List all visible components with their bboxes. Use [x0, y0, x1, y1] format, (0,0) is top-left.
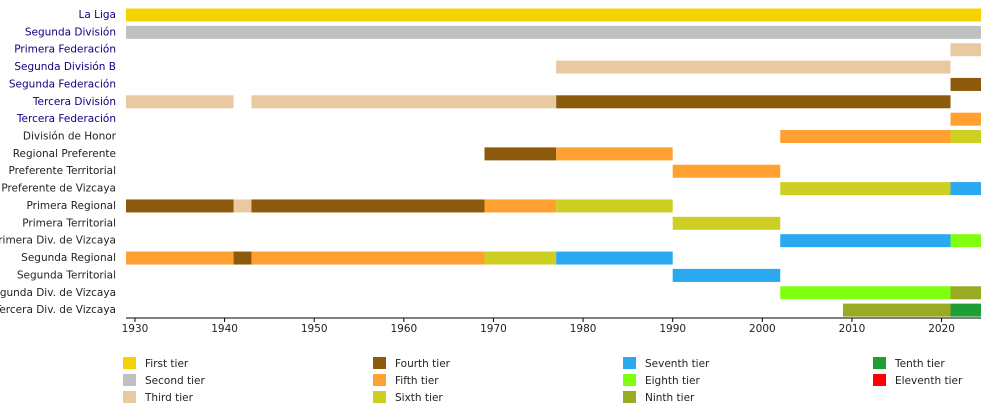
bar — [950, 303, 981, 317]
legend-label: First tier — [145, 358, 189, 370]
bar — [484, 251, 557, 265]
bar — [484, 147, 557, 161]
x-tick-label: 1960 — [390, 323, 417, 335]
bar — [950, 234, 981, 248]
bar — [950, 286, 981, 300]
legend-label: Second tier — [145, 375, 205, 387]
legend-label: Eighth tier — [645, 375, 700, 387]
row-label: Preferente de Vizcaya — [1, 183, 116, 195]
bar — [780, 286, 951, 300]
x-tick-label: 1930 — [122, 323, 149, 335]
row-label: Segunda Regional — [21, 252, 116, 264]
row-label: Regional Preferente — [13, 148, 116, 160]
bar — [950, 112, 981, 126]
bar — [780, 182, 951, 196]
legend-label: Tenth tier — [894, 358, 945, 370]
bar — [484, 199, 557, 213]
legend-swatch — [373, 374, 386, 386]
legend-swatch — [623, 391, 636, 403]
x-tick-label: 1970 — [480, 323, 507, 335]
x-tick-label: 2000 — [749, 323, 776, 335]
row-label: Segunda División B — [14, 61, 116, 73]
bar — [780, 234, 951, 248]
x-tick-label: 1950 — [301, 323, 328, 335]
row-label: Primera Territorial — [22, 217, 116, 229]
legend-label: Sixth tier — [395, 392, 443, 404]
bar — [556, 199, 673, 213]
bar — [672, 164, 781, 178]
row-label: Preferente Territorial — [8, 165, 116, 177]
bar — [126, 199, 234, 213]
bar — [950, 77, 981, 91]
x-tick-label: 1940 — [211, 323, 238, 335]
bar — [556, 95, 951, 109]
bar — [251, 199, 485, 213]
legend-swatch — [623, 374, 636, 386]
x-tick-label: 1980 — [570, 323, 597, 335]
bar — [842, 303, 951, 317]
bar — [672, 268, 781, 282]
row-label: Segunda Federación — [9, 78, 116, 90]
legend-swatch — [123, 357, 136, 369]
row-label: Tercera Federación — [16, 113, 116, 125]
legend-swatch — [123, 391, 136, 403]
bar — [950, 182, 981, 196]
bar — [251, 95, 557, 109]
bar — [950, 130, 981, 144]
legend-label: Fifth tier — [395, 375, 439, 387]
row-label: Segunda Div. de Vizcaya — [0, 287, 116, 299]
row-label: La Liga — [79, 9, 117, 21]
bar — [780, 130, 951, 144]
row-label: Segunda Territorial — [17, 269, 116, 281]
bar — [233, 199, 252, 213]
x-tick-label: 1990 — [659, 323, 686, 335]
x-tick-label: 2020 — [928, 323, 955, 335]
x-tick-label: 2010 — [839, 323, 866, 335]
bar — [251, 251, 485, 265]
bar — [126, 251, 234, 265]
row-label: División de Honor — [23, 131, 117, 143]
legend-swatch — [873, 374, 886, 386]
bar — [556, 251, 673, 265]
row-label: Tercera División — [32, 96, 116, 108]
legend-swatch — [373, 391, 386, 403]
bar — [556, 60, 951, 74]
row-label: Primera Regional — [27, 200, 116, 212]
row-label: Primera Federación — [14, 44, 116, 56]
legend-label: Eleventh tier — [895, 375, 963, 387]
legend-swatch — [123, 374, 136, 386]
legend-swatch — [873, 357, 886, 369]
legend-label: Seventh tier — [645, 358, 710, 370]
bar — [233, 251, 252, 265]
bar — [556, 147, 673, 161]
row-label: Primera Div. de Vizcaya — [0, 235, 116, 247]
legend-label: Third tier — [144, 392, 194, 404]
legend-swatch — [373, 357, 386, 369]
bar — [950, 43, 981, 57]
bar — [672, 216, 781, 230]
legend-swatch — [623, 357, 636, 369]
bar — [126, 95, 234, 109]
row-label: Tercera Div. de Vizcaya — [0, 304, 116, 316]
legend-label: Ninth tier — [645, 392, 695, 404]
legend-label: Fourth tier — [395, 358, 451, 370]
row-label: Segunda División — [25, 26, 116, 38]
bar — [126, 25, 981, 39]
bar — [126, 8, 981, 22]
